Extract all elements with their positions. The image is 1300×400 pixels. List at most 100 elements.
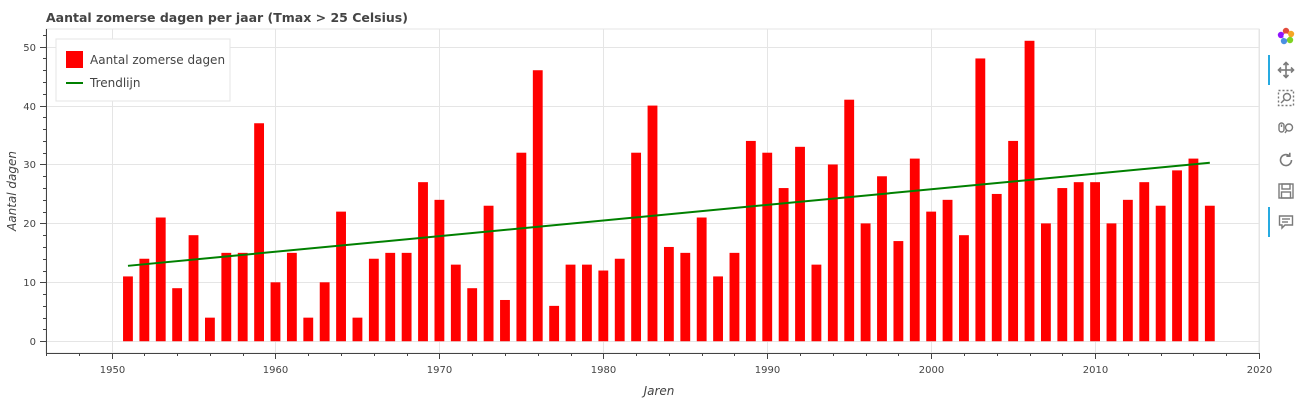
bar-series (123, 40, 1215, 342)
x-tick-label: 1950 (100, 365, 125, 376)
bar[interactable] (532, 70, 543, 342)
save-icon[interactable] (1276, 181, 1296, 201)
x-tick-label: 1960 (263, 365, 288, 376)
bar[interactable] (877, 176, 887, 342)
bar[interactable] (893, 241, 904, 342)
bar[interactable] (352, 317, 363, 342)
bar[interactable] (1204, 205, 1215, 342)
bar[interactable] (729, 252, 740, 342)
y-ticks: 0 10 20 30 40 50 (23, 35, 46, 348)
bar[interactable] (434, 199, 445, 342)
bar[interactable] (1188, 158, 1199, 342)
legend-bar-swatch (66, 51, 83, 68)
bar[interactable] (270, 282, 281, 342)
bar[interactable] (811, 264, 822, 342)
x-tick-label: 2010 (1083, 365, 1108, 376)
legend-label-trend: Trendlijn (89, 76, 140, 90)
bar[interactable] (582, 264, 592, 342)
bar[interactable] (647, 105, 658, 342)
bar[interactable] (827, 164, 838, 342)
reset-icon[interactable] (1276, 150, 1296, 170)
y-tick-label: 0 (30, 337, 36, 348)
x-axis-label: Jaren (642, 384, 675, 398)
y-tick-label: 10 (23, 278, 36, 289)
bar[interactable] (1106, 223, 1117, 342)
bar[interactable] (1057, 188, 1068, 342)
pan-icon[interactable] (1276, 60, 1296, 80)
x-tick-label: 2000 (919, 365, 944, 376)
bar[interactable] (1008, 140, 1019, 342)
bar[interactable] (565, 264, 576, 342)
bar[interactable] (123, 276, 133, 342)
bar[interactable] (1024, 40, 1035, 342)
bar[interactable] (844, 99, 855, 342)
bar[interactable] (631, 152, 642, 342)
bar[interactable] (1040, 223, 1051, 342)
bar[interactable] (959, 235, 969, 342)
bar[interactable] (401, 252, 412, 342)
bar[interactable] (598, 270, 609, 342)
bar[interactable] (221, 252, 232, 342)
bar[interactable] (254, 123, 265, 342)
bar[interactable] (483, 205, 494, 342)
bar[interactable] (303, 317, 314, 342)
y-tick-label: 50 (23, 43, 36, 54)
bar[interactable] (336, 211, 346, 342)
y-tick-label: 20 (23, 219, 36, 230)
x-tick-label: 1990 (755, 365, 780, 376)
legend-label-bars: Aantal zomerse dagen (90, 53, 225, 67)
y-axis-label: Aantal dagen (5, 151, 19, 232)
bar[interactable] (680, 252, 691, 342)
y-tick-label: 40 (23, 102, 36, 113)
pan-active-indicator (1268, 55, 1270, 85)
bar[interactable] (795, 146, 805, 342)
wheel-zoom-icon[interactable] (1276, 119, 1296, 139)
bar[interactable] (942, 199, 953, 342)
bar[interactable] (139, 258, 150, 342)
bar[interactable] (614, 258, 625, 342)
bar[interactable] (368, 258, 379, 342)
bar[interactable] (172, 288, 183, 342)
x-ticks: 1950 1960 1970 1980 1990 2000 2010 2020 (46, 353, 1272, 376)
bar[interactable] (237, 252, 248, 342)
bar[interactable] (778, 188, 789, 342)
bar[interactable] (467, 288, 478, 342)
bar[interactable] (385, 252, 396, 342)
bar[interactable] (1155, 205, 1166, 342)
bar[interactable] (663, 246, 674, 342)
bar[interactable] (1139, 182, 1150, 342)
bar[interactable] (549, 305, 560, 342)
bar[interactable] (450, 264, 461, 342)
bar[interactable] (516, 152, 527, 342)
bar[interactable] (155, 217, 166, 342)
bar[interactable] (975, 58, 986, 342)
bar[interactable] (286, 252, 297, 342)
bar[interactable] (1073, 182, 1084, 342)
bar[interactable] (860, 223, 871, 342)
axes (46, 29, 1259, 354)
bar[interactable] (909, 158, 920, 342)
bar[interactable] (1172, 170, 1182, 342)
bar[interactable] (205, 317, 215, 342)
box-zoom-icon[interactable] (1276, 88, 1296, 108)
bar[interactable] (926, 211, 937, 342)
hover-icon[interactable] (1276, 212, 1296, 232)
bar[interactable] (418, 182, 428, 342)
x-tick-label: 2020 (1247, 365, 1272, 376)
bar[interactable] (500, 299, 510, 342)
bar[interactable] (713, 276, 723, 342)
bar[interactable] (696, 217, 707, 342)
bar[interactable] (319, 282, 330, 342)
legend: Aantal zomerse dagen Trendlijn (55, 38, 231, 102)
bar[interactable] (745, 140, 756, 342)
toolbar (1268, 24, 1300, 254)
bokeh-logo-icon[interactable] (1276, 26, 1296, 46)
bar[interactable] (1090, 182, 1100, 342)
bar[interactable] (762, 152, 773, 342)
chart-title: Aantal zomerse dagen per jaar (Tmax > 25… (46, 10, 408, 25)
bar[interactable] (188, 235, 199, 342)
bar[interactable] (1122, 199, 1133, 342)
bar[interactable] (991, 193, 1002, 342)
x-tick-label: 1980 (591, 365, 616, 376)
